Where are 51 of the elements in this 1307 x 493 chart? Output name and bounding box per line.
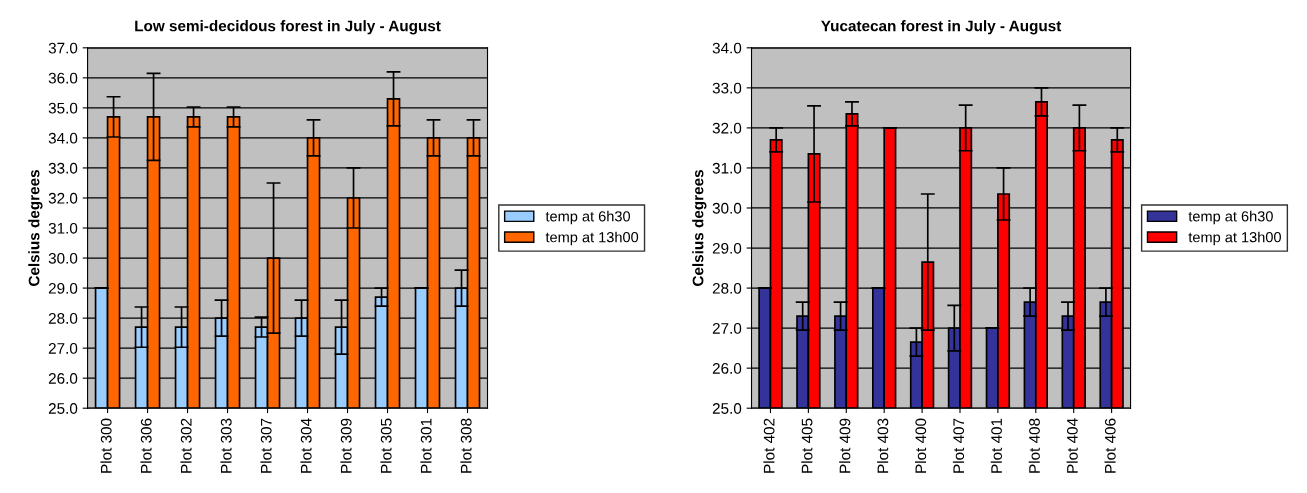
- x-tick-label: Plot 304: [300, 418, 312, 473]
- y-tick-label: 34.0: [712, 42, 742, 54]
- y-tick-label: 32.0: [48, 192, 78, 204]
- y-tick-label: 25.0: [712, 403, 742, 414]
- y-axis-title: Celsius degrees: [692, 170, 707, 286]
- x-tick-label: Plot 407: [952, 418, 965, 473]
- y-tick-label: 35.0: [48, 102, 78, 114]
- y-tick-label: 30.0: [712, 202, 742, 214]
- y-tick-label: 30.0: [48, 252, 78, 264]
- y-tick-label: 36.0: [48, 72, 78, 84]
- x-tick-label: Plot 409: [839, 418, 851, 473]
- x-tick-label: Plot 309: [340, 418, 352, 473]
- x-tick-label: Plot 303: [220, 418, 232, 473]
- y-tick-label: 31.0: [712, 162, 742, 174]
- y-tick-label: 25.0: [48, 403, 78, 414]
- legend-label: temp at 13h00: [1188, 231, 1281, 246]
- y-tick-label: 26.0: [48, 373, 78, 384]
- y-axis-title: Celsius degrees: [28, 170, 43, 286]
- x-tick-label: Plot 408: [1028, 418, 1040, 473]
- x-tick-label: Plot 302: [180, 418, 192, 473]
- y-tick-label: 37.0: [48, 42, 78, 54]
- x-tick-label: Plot 306: [140, 418, 152, 473]
- y-tick-label: 27.0: [712, 322, 742, 334]
- legend-label: temp at 13h00: [545, 231, 639, 246]
- y-tick-label: 32.0: [712, 122, 742, 134]
- x-tick-label: Plot 406: [1104, 418, 1116, 473]
- y-tick-label: 29.0: [712, 242, 742, 254]
- x-tick-label: Plot 402: [763, 418, 775, 473]
- y-tick-label: 28.0: [48, 312, 78, 324]
- legend-label: temp at 6h30: [1188, 210, 1273, 225]
- x-tick-label: Plot 301: [420, 418, 432, 473]
- x-tick-label: Plot 403: [877, 418, 889, 473]
- x-tick-label: Plot 307: [260, 418, 272, 473]
- chart-title: Low semi-decidous forest in July - August: [135, 20, 441, 35]
- y-tick-label: 34.0: [48, 132, 78, 144]
- x-tick-label: Plot 405: [801, 418, 813, 473]
- y-tick-label: 33.0: [712, 82, 742, 94]
- y-tick-label: 27.0: [48, 343, 78, 354]
- y-tick-label: 29.0: [48, 282, 78, 294]
- x-tick-label: Plot 404: [1066, 418, 1078, 473]
- y-tick-label: 33.0: [48, 162, 78, 174]
- x-tick-label: Plot 400: [914, 418, 927, 473]
- y-tick-label: 28.0: [712, 282, 742, 294]
- legend-label: temp at 6h30: [545, 210, 631, 225]
- x-tick-label: Plot 401: [990, 418, 1002, 473]
- x-tick-label: Plot 305: [380, 418, 392, 473]
- chart-title: Yucatecan forest in July - August: [821, 20, 1062, 35]
- x-tick-label: Plot 308: [460, 418, 472, 473]
- y-tick-label: 31.0: [48, 222, 78, 234]
- y-tick-label: 26.0: [712, 363, 742, 374]
- x-tick-label: Plot 300: [100, 418, 112, 473]
